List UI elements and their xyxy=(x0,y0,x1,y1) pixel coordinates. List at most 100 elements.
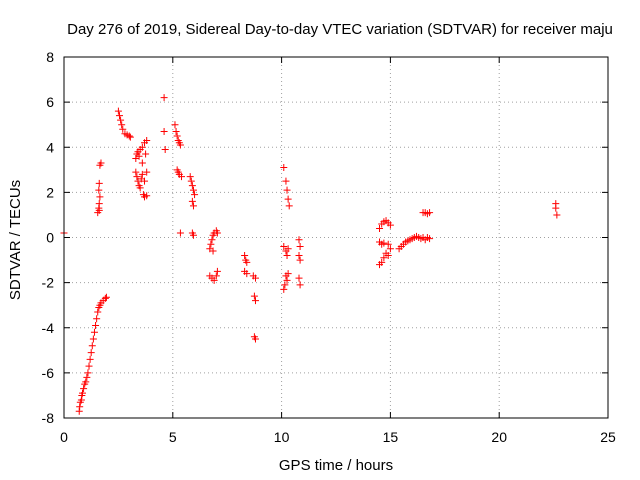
x-tick-label: 25 xyxy=(600,429,616,445)
data-point xyxy=(380,239,388,247)
data-point xyxy=(376,224,384,232)
data-point xyxy=(553,211,561,219)
data-point xyxy=(95,206,103,214)
data-point xyxy=(88,342,96,350)
data-point xyxy=(138,143,146,151)
data-point xyxy=(138,170,146,178)
y-tick-label: 2 xyxy=(46,184,54,200)
data-point xyxy=(283,252,291,260)
data-point xyxy=(132,168,140,176)
y-tick-label: 0 xyxy=(46,230,54,246)
data-point xyxy=(90,328,98,336)
data-point xyxy=(295,252,303,260)
data-point xyxy=(133,173,141,181)
data-point xyxy=(296,281,304,289)
data-point xyxy=(95,200,103,208)
x-tick-label: 15 xyxy=(383,429,399,445)
data-point xyxy=(178,173,186,181)
data-point xyxy=(173,132,181,140)
data-point xyxy=(243,258,251,266)
x-tick-labels: 0 5 10 15 20 25 xyxy=(60,429,616,445)
data-point xyxy=(281,281,289,289)
y-tick-label: -2 xyxy=(42,275,55,291)
data-point xyxy=(295,274,303,282)
data-point xyxy=(160,94,168,102)
data-point xyxy=(78,389,86,397)
data-point xyxy=(89,335,97,343)
data-point xyxy=(380,254,388,262)
data-point xyxy=(172,127,180,135)
data-point xyxy=(176,141,184,149)
data-point xyxy=(378,258,386,266)
data-point xyxy=(125,132,133,140)
y-tick-labels: -8 -6 -4 -2 0 2 4 6 8 xyxy=(42,49,55,426)
x-tick-label: 20 xyxy=(491,429,507,445)
y-tick-label: -6 xyxy=(42,365,55,381)
data-point xyxy=(188,182,196,190)
data-point xyxy=(93,315,101,323)
data-point xyxy=(296,256,304,264)
data-point xyxy=(280,243,288,251)
data-point xyxy=(251,274,259,282)
grid-lines xyxy=(64,57,608,418)
data-point xyxy=(143,192,151,200)
data-point xyxy=(136,184,144,192)
data-point xyxy=(386,221,394,229)
data-point xyxy=(95,186,103,194)
data-point xyxy=(85,362,93,370)
data-point xyxy=(283,276,291,284)
data-point xyxy=(118,121,126,129)
data-point xyxy=(207,240,215,248)
y-tick-label: 4 xyxy=(46,139,54,155)
data-point xyxy=(295,236,303,244)
data-point xyxy=(143,168,151,176)
data-point xyxy=(386,245,394,253)
data-point xyxy=(241,252,249,260)
data-point xyxy=(191,191,199,199)
data-point xyxy=(94,308,102,316)
data-point xyxy=(171,121,179,129)
data-point xyxy=(282,177,290,185)
data-point xyxy=(84,369,92,377)
data-point xyxy=(251,297,259,305)
data-point xyxy=(117,116,125,124)
data-point xyxy=(384,240,392,248)
data-point xyxy=(280,285,288,293)
data-point xyxy=(95,179,103,187)
data-point xyxy=(114,107,122,115)
x-axis-label: GPS time / hours xyxy=(279,457,393,474)
data-point xyxy=(92,321,100,329)
y-tick-label: -8 xyxy=(42,410,55,426)
data-point xyxy=(296,243,304,251)
data-point xyxy=(188,197,196,205)
data-point xyxy=(101,294,109,302)
x-tick-label: 5 xyxy=(169,429,177,445)
data-point xyxy=(189,231,197,239)
data-points xyxy=(60,94,561,415)
y-tick-label: 6 xyxy=(46,94,54,110)
data-point xyxy=(187,177,195,185)
data-point xyxy=(280,164,288,172)
data-point xyxy=(186,173,194,181)
data-point xyxy=(160,127,168,135)
x-tick-label: 0 xyxy=(60,429,68,445)
data-point xyxy=(83,373,91,381)
data-point xyxy=(86,355,94,363)
data-point xyxy=(209,247,217,255)
data-point xyxy=(284,245,292,253)
data-point xyxy=(138,159,146,167)
data-point xyxy=(135,152,143,160)
data-point xyxy=(143,136,151,144)
data-point xyxy=(426,209,434,217)
data-point xyxy=(141,177,149,185)
data-point xyxy=(426,235,434,243)
data-point xyxy=(384,252,392,260)
y-tick-label: -4 xyxy=(42,320,55,336)
data-point xyxy=(82,378,90,386)
data-point xyxy=(285,202,293,210)
data-point xyxy=(115,112,123,120)
data-point xyxy=(97,159,105,167)
data-point xyxy=(208,236,216,244)
